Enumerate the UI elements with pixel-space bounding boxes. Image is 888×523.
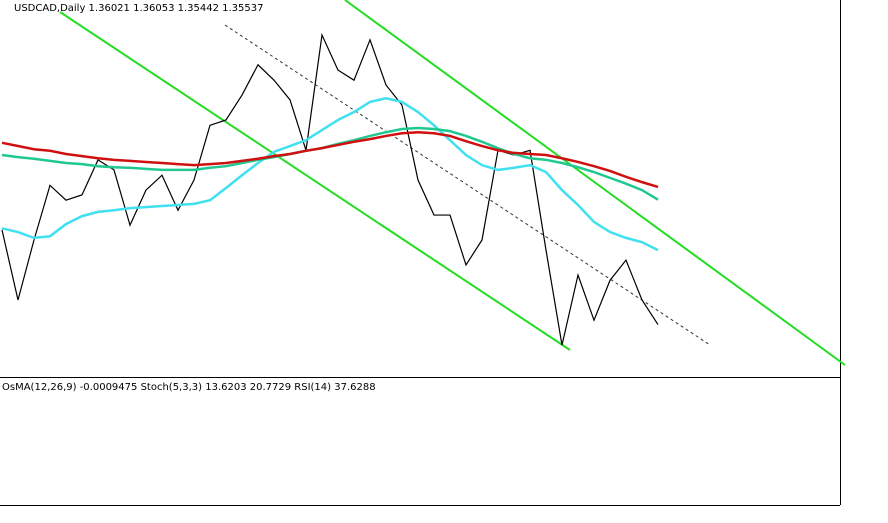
indicator-title: OsMA(12,26,9) -0.0009475 Stoch(5,3,3) 13… [2,382,376,393]
symbol-header: USDCAD,Daily 1.36021 1.36053 1.35442 1.3… [14,3,264,14]
trend-line [224,24,711,346]
channel-line [344,0,846,366]
channel-line [59,11,571,351]
marks [1,32,659,346]
moving-average [1,96,659,252]
moving-average [1,130,659,189]
